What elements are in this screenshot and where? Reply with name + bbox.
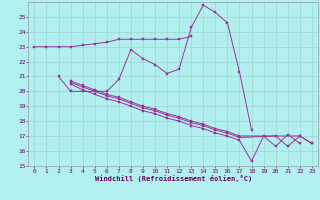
X-axis label: Windchill (Refroidissement éolien,°C): Windchill (Refroidissement éolien,°C) [94, 175, 252, 182]
